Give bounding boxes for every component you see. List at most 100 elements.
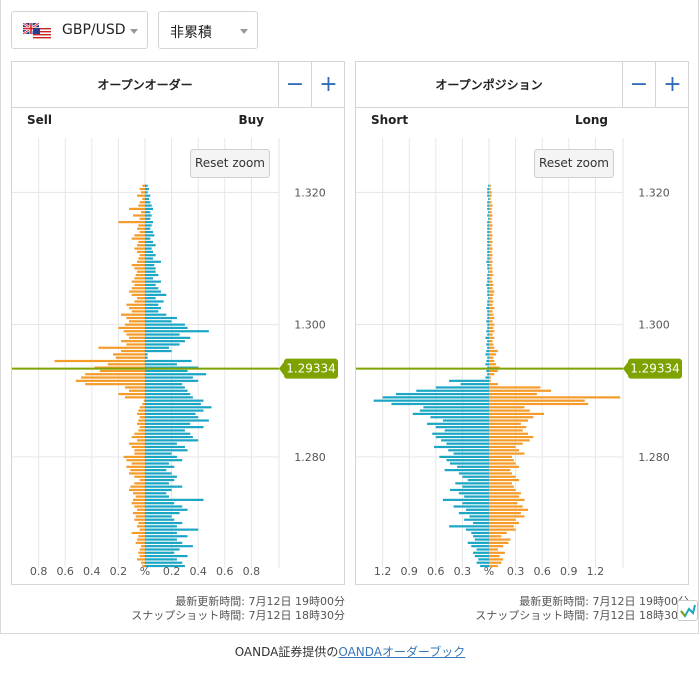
sell-bar — [126, 303, 145, 306]
sell-bar — [134, 475, 145, 478]
buy-bar — [145, 442, 177, 445]
long-bar — [489, 564, 498, 568]
long-bar — [489, 207, 492, 210]
buy-bar — [145, 445, 185, 449]
buy-bar — [145, 512, 180, 515]
long-bar — [489, 310, 493, 313]
long-bar — [489, 545, 504, 548]
short-bar — [442, 419, 489, 422]
x-tick-label: % — [140, 565, 150, 578]
sell-bar — [139, 406, 145, 409]
long-bar — [489, 283, 494, 287]
sell-bar — [134, 518, 145, 521]
long-bar — [489, 264, 492, 267]
long-bar — [489, 187, 491, 191]
sell-bar — [131, 502, 145, 505]
sell-bar — [133, 492, 145, 495]
credit-prefix: OANDA証券提供の — [234, 645, 339, 659]
sell-bar — [137, 538, 145, 541]
x-tick-label: 0.8 — [243, 565, 261, 578]
short-bar — [435, 386, 489, 389]
short-bar — [471, 531, 489, 535]
sell-bar — [130, 485, 145, 488]
buy-bar — [145, 485, 183, 488]
short-bar — [395, 392, 489, 396]
long-bar — [489, 197, 491, 201]
long-bar — [489, 445, 516, 449]
buy-bar — [145, 283, 156, 287]
sell-bar — [134, 300, 145, 303]
short-bar — [419, 409, 489, 412]
short-bar — [487, 333, 489, 336]
sell-bar — [137, 508, 145, 511]
buy-bar — [145, 406, 212, 409]
sell-bar — [121, 313, 145, 316]
buy-bar — [145, 429, 185, 432]
sell-bar — [134, 482, 145, 485]
x-tick-label: 0.4 — [83, 565, 101, 578]
sell-bar — [134, 247, 145, 250]
mode-select[interactable]: 非累積 — [158, 11, 258, 49]
short-bar — [486, 343, 489, 346]
buy-bar — [145, 247, 152, 250]
short-bar — [442, 498, 489, 501]
short-bar — [453, 505, 489, 508]
sell-bar — [126, 459, 145, 462]
short-bar — [382, 396, 489, 399]
buy-bar — [145, 419, 209, 422]
sell-bar — [129, 472, 145, 475]
orderbook-link[interactable]: OANDAオーダーブック — [338, 645, 466, 659]
zoom-in-button[interactable]: + — [656, 62, 689, 108]
short-bar — [460, 383, 489, 386]
sell-bar — [131, 237, 145, 240]
short-bar — [476, 548, 489, 551]
long-bar — [489, 366, 500, 369]
short-bar — [486, 330, 489, 333]
long-bar — [489, 260, 493, 263]
sell-bar — [134, 505, 145, 508]
long-bar — [489, 548, 498, 551]
short-bar — [444, 469, 489, 472]
buy-bar — [145, 502, 175, 505]
left-side-label: Sell — [27, 113, 52, 127]
long-bar — [489, 472, 513, 475]
sell-bar — [131, 280, 145, 283]
long-bar — [489, 485, 514, 488]
long-bar — [489, 435, 534, 439]
zoom-out-button[interactable]: − — [279, 62, 312, 108]
short-bar — [423, 406, 489, 409]
sell-bar — [139, 554, 145, 558]
mode-label: 非累積 — [170, 25, 212, 41]
buy-bar — [145, 462, 169, 465]
short-bar — [471, 545, 489, 548]
sell-bar — [75, 379, 145, 382]
buy-bar — [145, 452, 172, 455]
zoom-in-button[interactable]: + — [312, 62, 345, 108]
buy-bar — [145, 465, 175, 468]
reset-zoom-button[interactable]: Reset zoom — [190, 149, 270, 178]
x-tick-label: 0.6 — [427, 565, 445, 578]
sell-bar — [142, 564, 145, 568]
long-bar — [489, 336, 495, 339]
short-bar — [441, 439, 489, 442]
long-bar — [489, 184, 491, 187]
short-bar — [474, 554, 489, 558]
sell-bar — [135, 273, 145, 277]
sell-bar — [141, 211, 145, 214]
long-bar — [489, 475, 516, 478]
short-bar — [453, 452, 489, 455]
long-bar — [489, 221, 492, 224]
short-bar — [487, 240, 489, 244]
sell-bar — [137, 422, 145, 425]
short-bar — [455, 482, 489, 485]
buy-bar — [145, 535, 188, 538]
long-bar — [489, 204, 493, 207]
long-bar — [489, 406, 525, 409]
zoom-out-button[interactable]: − — [623, 62, 656, 108]
short-bar — [464, 495, 489, 498]
reset-zoom-button[interactable]: Reset zoom — [534, 149, 614, 178]
sell-bar — [138, 551, 145, 554]
snapshot-time-text: スナップショット時間: 7月12日 18時30分 — [475, 609, 689, 622]
long-bar — [489, 244, 492, 247]
currency-pair-select[interactable]: GBP/USD — [11, 11, 148, 49]
